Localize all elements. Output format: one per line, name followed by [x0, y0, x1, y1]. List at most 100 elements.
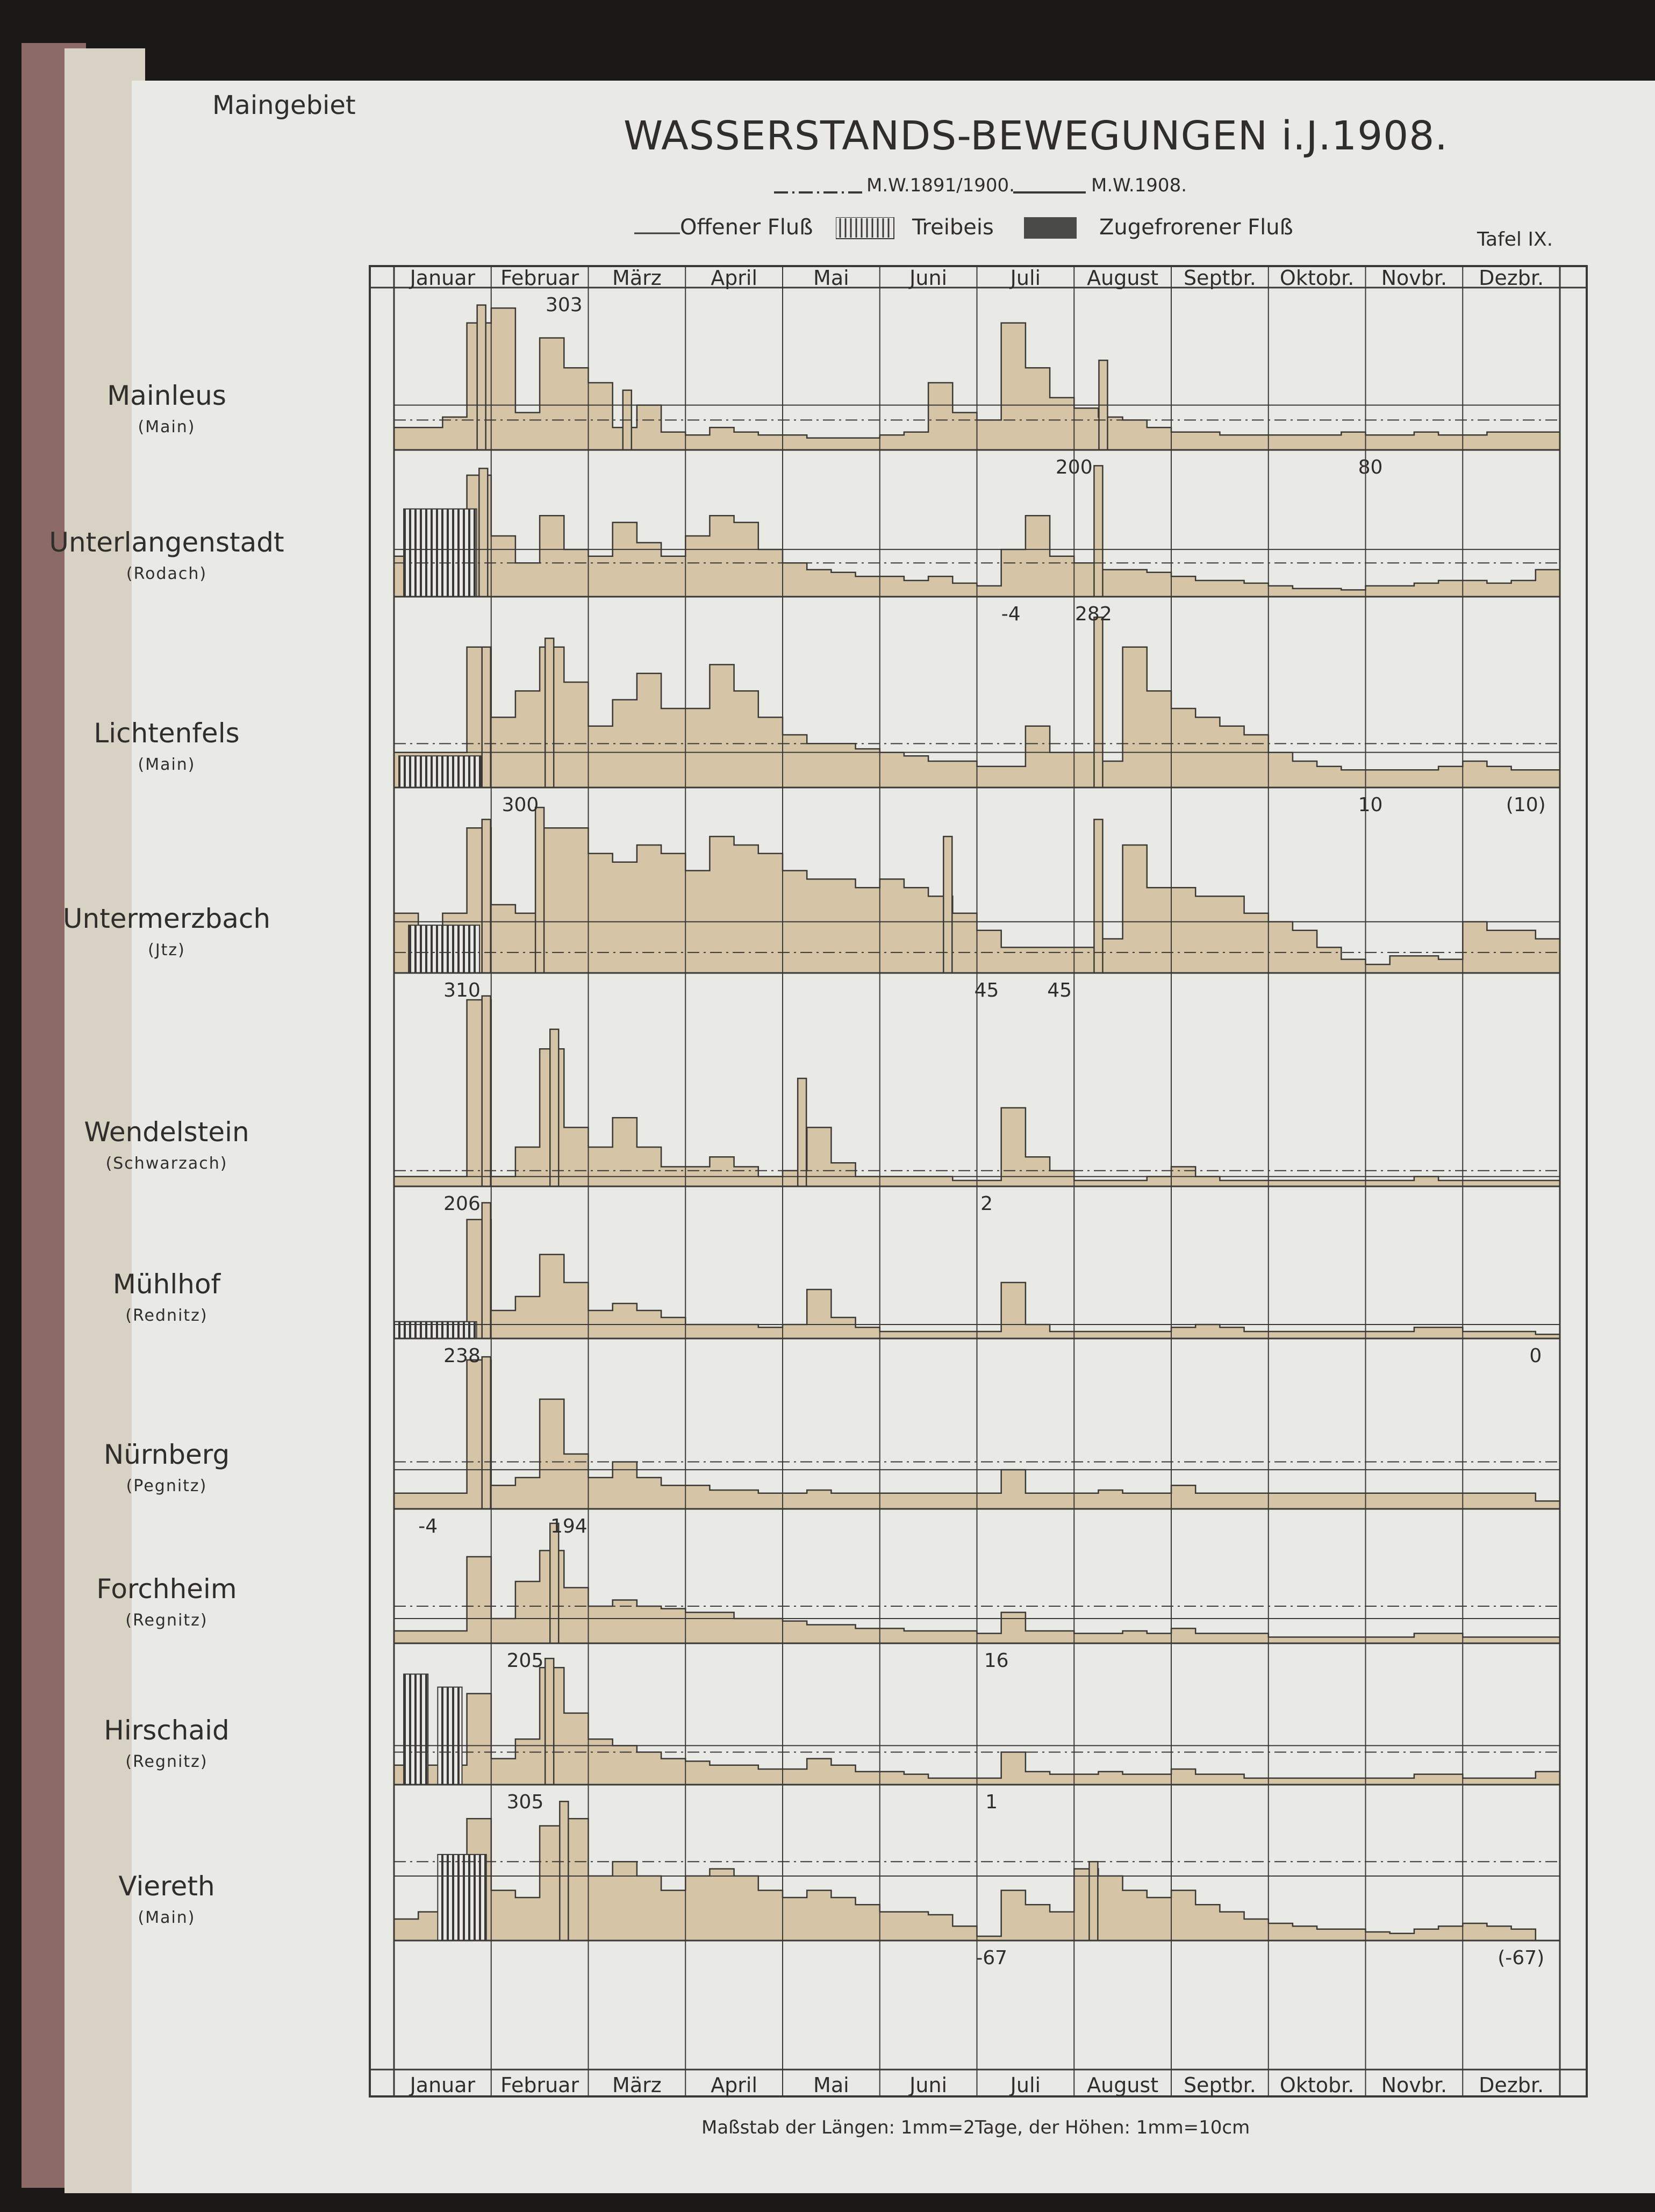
station-spike-2-2 [544, 638, 555, 789]
station-river-1: (Rodach) [126, 564, 207, 583]
station-value-label-3-1: 45 [975, 979, 999, 1001]
station-value-label-4-0: 310 [443, 979, 481, 1001]
station-name-1: Unterlangenstadt [49, 527, 284, 558]
station-spike-3-0 [481, 819, 491, 974]
station-value-label-8-0: 205 [507, 1650, 544, 1672]
station-area-6 [393, 1359, 1561, 1510]
month-label-top-3: April [711, 266, 757, 290]
station-name-4: Wendelstein [84, 1116, 249, 1148]
station-spike-1-1 [1093, 465, 1104, 598]
open-river-label: Offener Fluß [680, 215, 813, 240]
station-spike-7-0 [549, 1522, 560, 1644]
scale-note: Maßstab der Längen: 1mm=2Tage, der Höhen… [701, 2117, 1250, 2138]
mw-old-swatch [774, 191, 863, 194]
station-ice-3-0 [408, 925, 481, 974]
station-river-9: (Main) [138, 1908, 196, 1927]
station-value-label-7-1: 16 [984, 1650, 1009, 1672]
station-value-label-1-1: 80 [1358, 456, 1383, 478]
station-spike-9-0 [559, 1800, 569, 1942]
station-area-8 [393, 1666, 1561, 1786]
station-spike-2-1 [1093, 616, 1104, 789]
month-label-bottom-9: Oktobr. [1280, 2073, 1354, 2097]
station-river-4: (Schwarzach) [105, 1154, 228, 1173]
month-label-bottom-7: August [1087, 2073, 1158, 2097]
station-value-label-5-0: 206 [443, 1193, 481, 1215]
region-label: Maingebiet [212, 90, 356, 120]
month-label-bottom-0: Januar [409, 2073, 476, 2097]
station-spike-6-0 [481, 1356, 491, 1510]
open-river-swatch [634, 232, 680, 234]
station-river-5: (Rednitz) [125, 1306, 208, 1325]
station-value-label-6-1: 0 [1529, 1345, 1542, 1367]
month-label-top-9: Oktobr. [1280, 266, 1354, 290]
station-name-8: Hirschaid [104, 1715, 230, 1746]
mw-new-swatch [1013, 191, 1086, 194]
station-spike-5-0 [481, 1202, 491, 1340]
station-area-5 [393, 1219, 1561, 1340]
station-name-6: Nürnberg [103, 1439, 230, 1470]
station-river-7: (Regnitz) [125, 1611, 208, 1630]
page-title: WASSERSTANDS-BEWEGUNGEN i.J.1908. [624, 113, 1448, 159]
month-label-top-6: Juli [1009, 266, 1041, 290]
station-river-2: (Main) [138, 755, 196, 774]
month-label-top-8: Septbr. [1184, 266, 1256, 290]
station-value-label-6-2: -4 [418, 1515, 438, 1537]
station-name-3: Untermerzbach [62, 903, 271, 934]
month-label-top-2: März [612, 266, 662, 290]
station-value-label-7-0: 194 [550, 1515, 588, 1537]
station-spike-3-1 [534, 806, 545, 974]
drift-ice-swatch [836, 217, 894, 239]
month-label-top-10: Novbr. [1381, 266, 1448, 290]
station-spike-8-0 [544, 1658, 555, 1786]
station-ice-8-0 [403, 1673, 429, 1785]
station-value-label-2-2: (10) [1506, 794, 1546, 816]
plate-number: Tafel IX. [1477, 228, 1553, 250]
station-name-9: Viereth [118, 1871, 215, 1902]
station-ice-2-0 [398, 755, 482, 789]
chart-frame [369, 265, 1588, 2098]
station-value-label-1-2: -4 [1001, 603, 1021, 625]
month-label-bottom-2: März [612, 2073, 662, 2097]
station-value-label-9-2: (-67) [1498, 1947, 1544, 1969]
month-label-bottom-6: Juli [1009, 2073, 1041, 2097]
station-name-2: Lichtenfels [94, 718, 240, 749]
month-label-top-7: August [1087, 266, 1158, 290]
mw-old-label: M.W.1891/1900. [866, 175, 1015, 196]
month-label-bottom-10: Novbr. [1381, 2073, 1448, 2097]
frozen-river-label: Zugefrorener Fluß [1099, 215, 1293, 240]
station-spike-4-0 [481, 995, 491, 1187]
station-river-0: (Main) [138, 418, 196, 436]
station-name-7: Forchheim [96, 1573, 237, 1605]
station-spike-0-0 [476, 304, 486, 451]
month-label-bottom-4: Mai [813, 2073, 849, 2097]
month-label-bottom-3: April [711, 2073, 757, 2097]
station-river-6: (Pegnitz) [126, 1477, 207, 1495]
month-label-top-11: Dezbr. [1479, 266, 1544, 290]
station-spike-2-0 [481, 646, 491, 789]
station-ice-1-0 [403, 508, 477, 597]
station-value-label-2-0: 282 [1075, 603, 1112, 625]
station-value-label-8-1: 1 [985, 1791, 998, 1813]
station-value-label-3-2: 45 [1047, 979, 1072, 1001]
station-value-label-3-0: 300 [502, 794, 539, 816]
drift-ice-label: Treibeis [912, 215, 994, 240]
month-label-bottom-11: Dezbr. [1479, 2073, 1544, 2097]
month-label-top-4: Mai [813, 266, 849, 290]
station-value-label-5-1: 2 [980, 1193, 993, 1215]
month-label-bottom-8: Septbr. [1184, 2073, 1256, 2097]
station-river-8: (Regnitz) [125, 1752, 208, 1771]
frozen-river-swatch [1024, 217, 1077, 239]
station-spike-9-1 [1088, 1861, 1099, 1942]
paper-sheet [132, 81, 1655, 2193]
month-label-top-0: Januar [409, 266, 476, 290]
mw-new-label: M.W.1908. [1091, 175, 1187, 196]
station-value-label-9-1: -67 [976, 1947, 1007, 1969]
station-spike-3-3 [1093, 819, 1104, 974]
station-name-5: Mühlhof [112, 1269, 221, 1300]
month-label-top-1: Februar [500, 266, 579, 290]
station-name-0: Mainleus [107, 380, 226, 411]
station-spike-1-0 [478, 468, 489, 598]
